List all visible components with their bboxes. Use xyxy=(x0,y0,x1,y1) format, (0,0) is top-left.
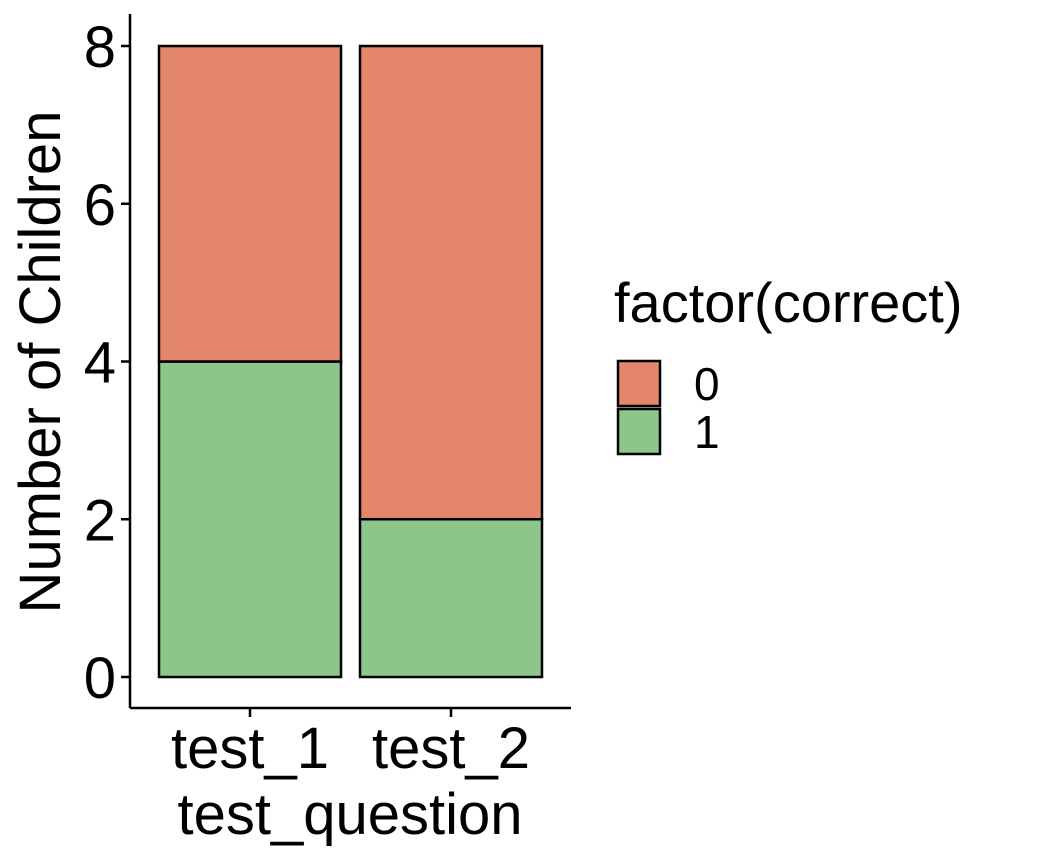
legend-label-1: 1 xyxy=(694,406,720,458)
bar-test_1-series-1 xyxy=(157,360,343,679)
legend: factor(correct) 01 xyxy=(614,271,963,458)
y-tick-label: 0 xyxy=(84,646,116,711)
bar-test_1-series-0 xyxy=(157,44,343,363)
legend-title: factor(correct) xyxy=(614,271,963,334)
legend-key-0 xyxy=(616,359,662,408)
y-tick-label: 6 xyxy=(84,173,116,238)
legend-key-1 xyxy=(616,407,662,456)
bars-layer xyxy=(157,44,544,679)
ticks-layer: 0 2 4 6 8 test_1 test_2 xyxy=(84,15,530,781)
y-axis-title: Number of Children xyxy=(8,111,73,614)
x-tick-label: test_1 xyxy=(171,716,329,781)
legend-label-0: 0 xyxy=(694,358,720,410)
y-tick-label: 8 xyxy=(84,15,116,80)
x-axis-title: test_question xyxy=(177,782,522,847)
y-tick-label: 2 xyxy=(84,488,116,553)
y-tick-label: 4 xyxy=(84,331,116,396)
bar-test_2-series-1 xyxy=(358,518,544,679)
bar-test_2-series-0 xyxy=(358,44,544,521)
x-tick-label: test_2 xyxy=(372,716,530,781)
